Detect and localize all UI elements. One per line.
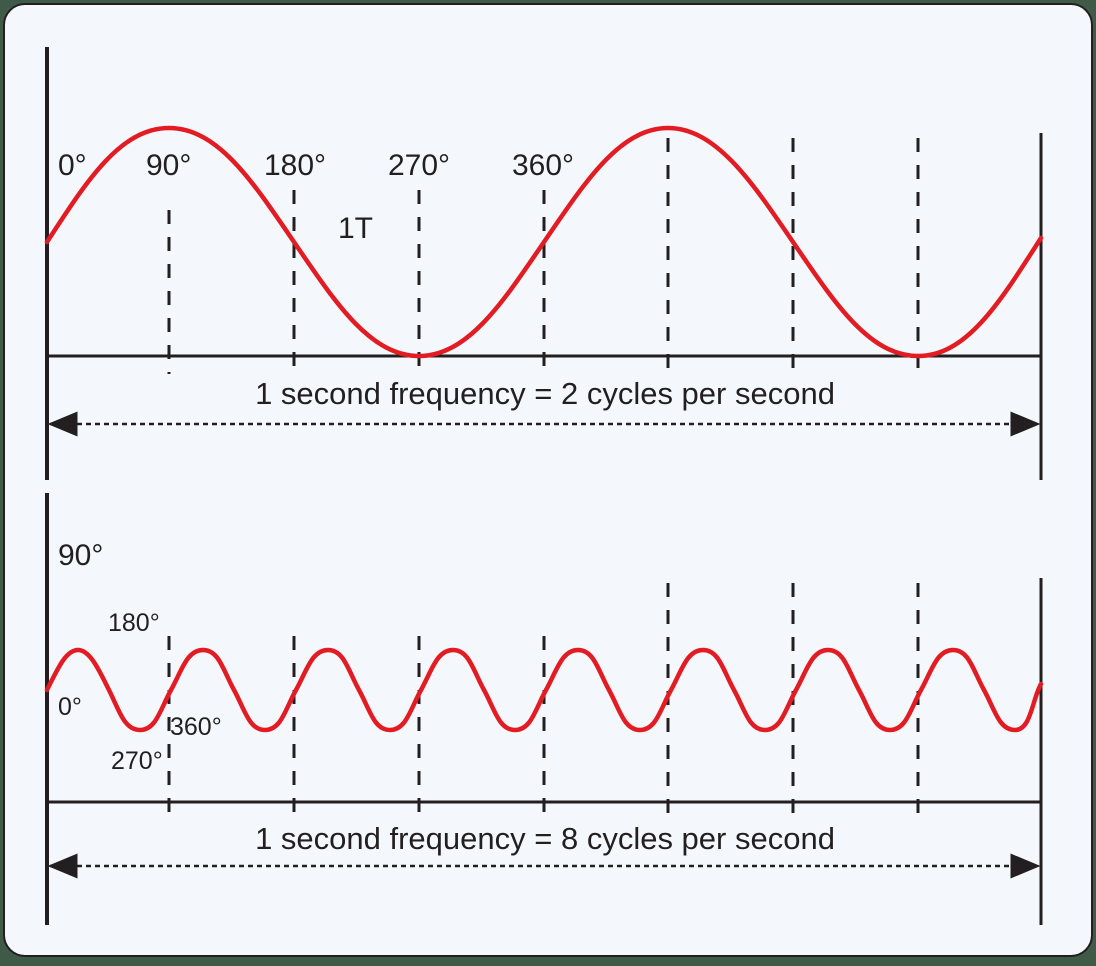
top-label-360deg: 360° [512,149,574,182]
top-label-270deg: 270° [388,149,450,182]
bottom-label-180deg: 180° [108,609,160,637]
top-sine-wave [44,125,1044,359]
top-label-0deg: 0° [58,149,87,182]
top-label-90deg: 90° [146,149,191,182]
bottom-panel: 90° 180° 0° 360° 270° 1 second frequency… [44,493,1044,925]
bottom-label-270deg: 270° [111,747,163,775]
bottom-label-360deg: 360° [170,713,222,741]
top-label-period: 1T [338,212,373,245]
top-dashed-markers [167,138,920,374]
top-panel: 0° 90° 180° 270° 360° 1T 1 second freque… [44,47,1044,480]
figure-frame [3,3,1093,957]
top-caption: 1 second frequency = 2 cycles per second [255,376,835,411]
bottom-label-0deg: 0° [58,693,82,721]
bottom-label-90deg: 90° [58,539,103,572]
bottom-sine-wave [44,647,1044,733]
bottom-caption: 1 second frequency = 8 cycles per second [255,821,835,856]
top-label-180deg: 180° [264,149,326,182]
bottom-dashed-markers [167,583,920,820]
